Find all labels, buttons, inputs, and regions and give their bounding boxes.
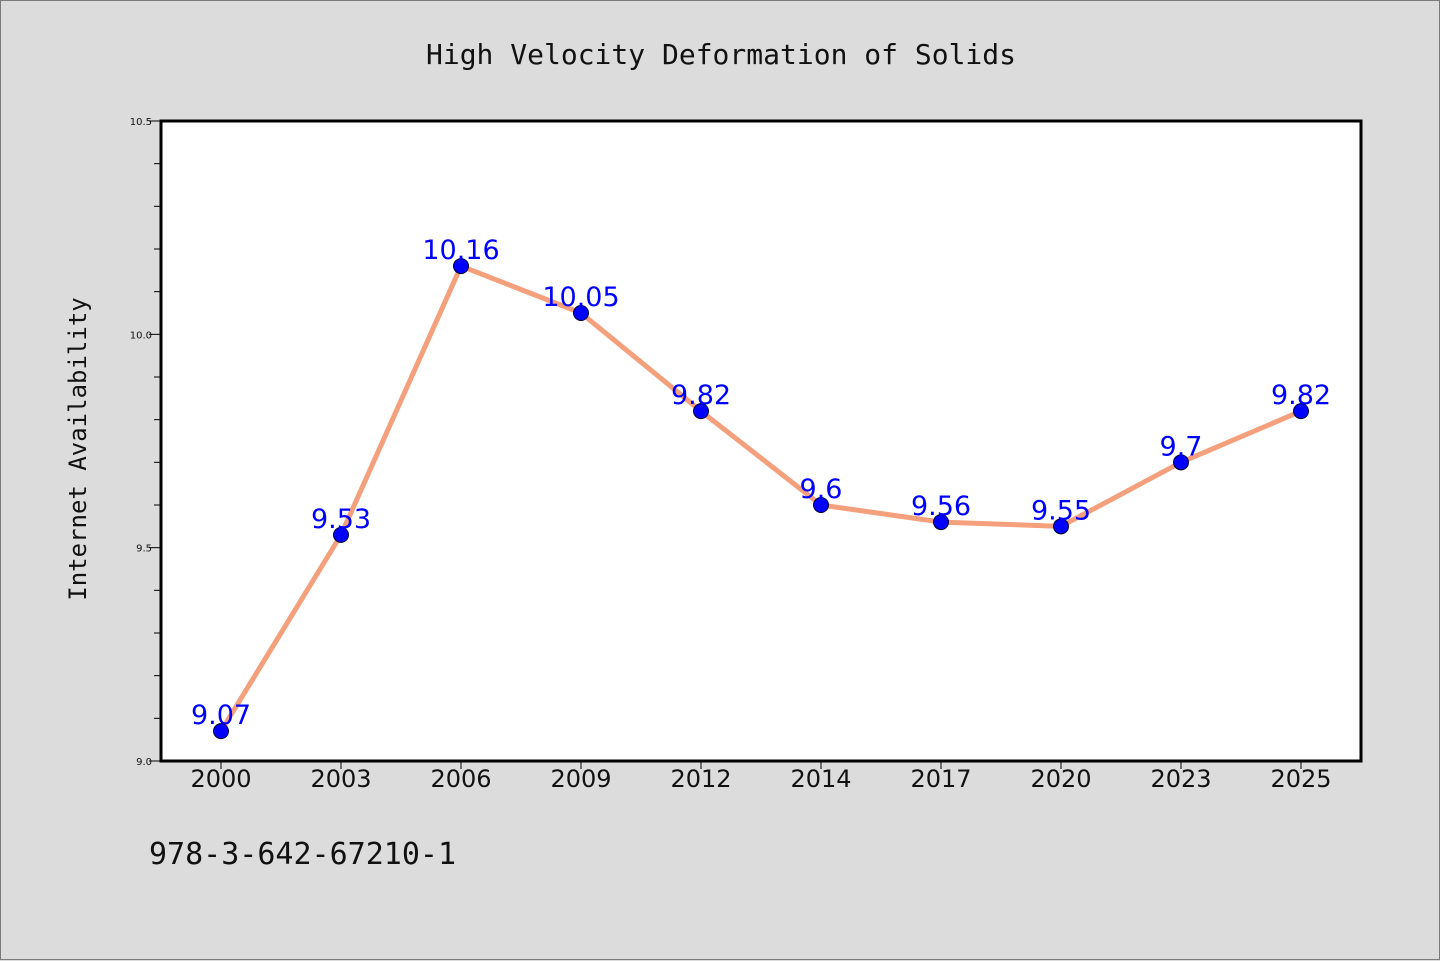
x-tick-label: 2000 bbox=[190, 765, 251, 793]
data-label: 9.07 bbox=[191, 700, 251, 731]
x-tick-label: 2023 bbox=[1150, 765, 1211, 793]
x-tick-label: 2020 bbox=[1030, 765, 1091, 793]
chart-title: High Velocity Deformation of Solids bbox=[426, 38, 1016, 71]
y-axis-ticks: 9.0 9.5 10.0 10.5 bbox=[130, 117, 161, 768]
plot-area bbox=[161, 121, 1361, 761]
y-tick-label: 9.0 bbox=[136, 757, 152, 768]
series-markers bbox=[213, 258, 1309, 740]
data-label: 9.55 bbox=[1031, 495, 1091, 526]
y-axis-label: Internet Availability bbox=[64, 297, 92, 600]
plot-frame bbox=[159, 119, 1363, 763]
data-label: 10.16 bbox=[422, 235, 499, 266]
data-point-marker bbox=[333, 526, 349, 543]
data-point-marker bbox=[1293, 403, 1309, 420]
data-label: 9.7 bbox=[1160, 431, 1203, 462]
data-point-marker bbox=[1173, 454, 1189, 471]
data-label: 9.82 bbox=[1271, 380, 1331, 411]
data-point-marker bbox=[213, 723, 229, 740]
x-tick-label: 2012 bbox=[670, 765, 731, 793]
x-tick-label: 2003 bbox=[310, 765, 371, 793]
series-line bbox=[218, 263, 1304, 734]
data-label: 9.53 bbox=[311, 504, 371, 535]
data-point-marker bbox=[453, 258, 469, 275]
data-label: 9.6 bbox=[800, 474, 843, 505]
data-point-marker bbox=[813, 497, 829, 513]
x-tick-label: 2017 bbox=[910, 765, 971, 793]
data-label: 10.05 bbox=[542, 282, 619, 313]
data-point-marker bbox=[573, 305, 589, 321]
x-tick-label: 2014 bbox=[790, 765, 851, 793]
data-label: 9.56 bbox=[911, 491, 971, 522]
x-tick-label: 2009 bbox=[550, 765, 611, 793]
y-tick-label: 10.0 bbox=[130, 330, 152, 341]
y-tick-label: 9.5 bbox=[136, 544, 152, 555]
data-labels: 9.07 9.53 10.16 10.05 9.82 9.6 9.56 9.55 9.7 9.82 bbox=[191, 235, 1331, 731]
data-point-marker bbox=[1053, 518, 1069, 535]
data-label: 9.82 bbox=[671, 380, 731, 411]
data-point-marker bbox=[693, 403, 709, 420]
data-point-marker bbox=[933, 514, 949, 531]
x-tick-label: 2006 bbox=[430, 765, 491, 793]
x-tick-label: 2025 bbox=[1270, 765, 1331, 793]
footer-code: 978-3-642-67210-1 bbox=[149, 837, 456, 872]
y-tick-label: 10.5 bbox=[130, 117, 152, 128]
x-axis-ticks: 2000 2003 2006 2009 2012 2014 2017 2020 2023 2025 bbox=[190, 761, 1332, 793]
